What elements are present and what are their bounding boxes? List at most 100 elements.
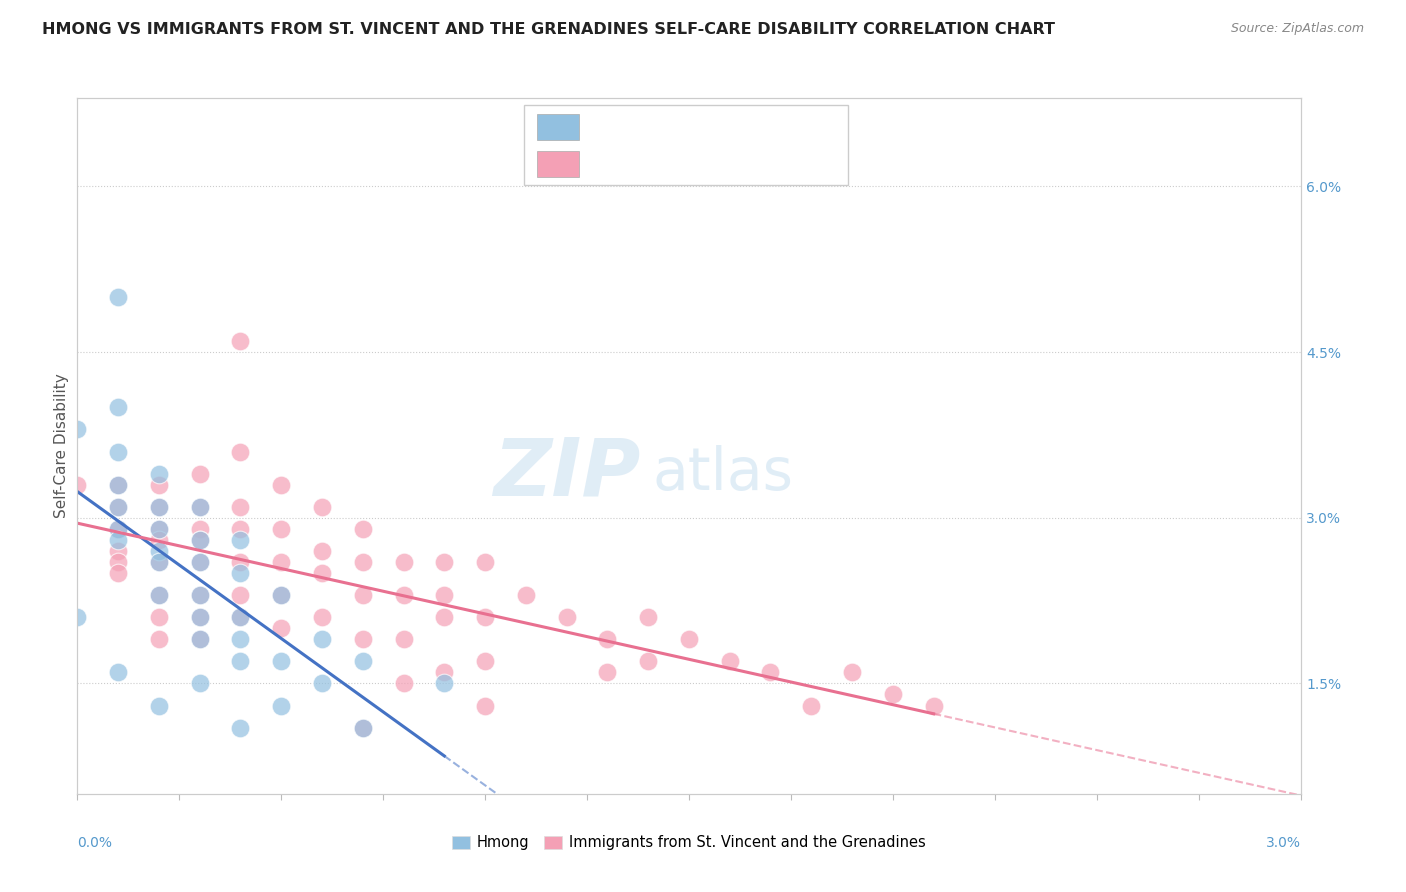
Point (148, 610, 170, 624)
Point (352, 632, 374, 647)
Text: atlas: atlas (652, 445, 793, 502)
Point (66, 477, 89, 491)
Point (188, 555, 211, 569)
Point (678, 632, 700, 647)
Point (922, 698, 945, 713)
Point (148, 632, 170, 647)
Point (148, 555, 170, 569)
Point (229, 444, 252, 458)
Point (637, 654, 659, 668)
Point (270, 522, 292, 536)
Point (229, 721, 252, 735)
Point (270, 555, 292, 569)
Point (718, 654, 741, 668)
Point (433, 676, 456, 690)
Point (270, 698, 292, 713)
Point (188, 555, 211, 569)
Point (148, 500, 170, 514)
Point (188, 610, 211, 624)
Point (148, 544, 170, 558)
Point (148, 477, 170, 491)
Point (107, 566, 129, 580)
Point (433, 588, 456, 602)
Point (229, 610, 252, 624)
Text: ZIP: ZIP (492, 434, 640, 513)
Point (107, 444, 129, 458)
Point (352, 588, 374, 602)
Point (229, 555, 252, 569)
Point (352, 654, 374, 668)
Point (188, 522, 211, 536)
Point (188, 533, 211, 547)
Text: HMONG VS IMMIGRANTS FROM ST. VINCENT AND THE GRENADINES SELF-CARE DISABILITY COR: HMONG VS IMMIGRANTS FROM ST. VINCENT AND… (42, 22, 1054, 37)
Point (474, 698, 496, 713)
Point (188, 467, 211, 481)
Point (270, 588, 292, 602)
Point (107, 401, 129, 415)
Point (107, 522, 129, 536)
Point (311, 610, 333, 624)
Legend: Hmong, Immigrants from St. Vincent and the Grenadines: Hmong, Immigrants from St. Vincent and t… (446, 830, 932, 856)
Point (270, 621, 292, 635)
Point (229, 654, 252, 668)
Point (352, 721, 374, 735)
Point (188, 676, 211, 690)
Point (596, 665, 619, 680)
Point (270, 477, 292, 491)
Point (841, 665, 863, 680)
Point (148, 533, 170, 547)
Point (352, 721, 374, 735)
Point (148, 522, 170, 536)
Point (270, 588, 292, 602)
Point (148, 522, 170, 536)
Point (188, 588, 211, 602)
Point (882, 688, 904, 702)
Point (229, 334, 252, 348)
Point (270, 654, 292, 668)
Point (433, 610, 456, 624)
Point (759, 665, 782, 680)
Point (107, 500, 129, 514)
Point (148, 555, 170, 569)
Point (107, 290, 129, 304)
Point (148, 698, 170, 713)
Point (311, 566, 333, 580)
Text: 0.0%: 0.0% (77, 836, 112, 849)
Point (311, 676, 333, 690)
Point (188, 500, 211, 514)
Point (188, 610, 211, 624)
Point (555, 610, 578, 624)
Point (107, 544, 129, 558)
Point (800, 698, 823, 713)
Point (188, 588, 211, 602)
Point (229, 588, 252, 602)
Point (148, 500, 170, 514)
Point (107, 522, 129, 536)
Point (311, 500, 333, 514)
Point (188, 500, 211, 514)
Point (433, 555, 456, 569)
Point (352, 555, 374, 569)
Point (188, 533, 211, 547)
Point (148, 588, 170, 602)
Point (229, 500, 252, 514)
Point (392, 555, 415, 569)
Point (392, 676, 415, 690)
Point (107, 477, 129, 491)
Point (188, 632, 211, 647)
Point (433, 665, 456, 680)
Point (352, 522, 374, 536)
Point (637, 610, 659, 624)
Point (229, 610, 252, 624)
Point (107, 533, 129, 547)
Y-axis label: Self-Care Disability: Self-Care Disability (53, 374, 69, 518)
Point (229, 566, 252, 580)
Point (66, 610, 89, 624)
Point (474, 555, 496, 569)
Point (474, 610, 496, 624)
Point (474, 654, 496, 668)
Point (392, 588, 415, 602)
Point (229, 522, 252, 536)
Point (311, 544, 333, 558)
Point (107, 500, 129, 514)
